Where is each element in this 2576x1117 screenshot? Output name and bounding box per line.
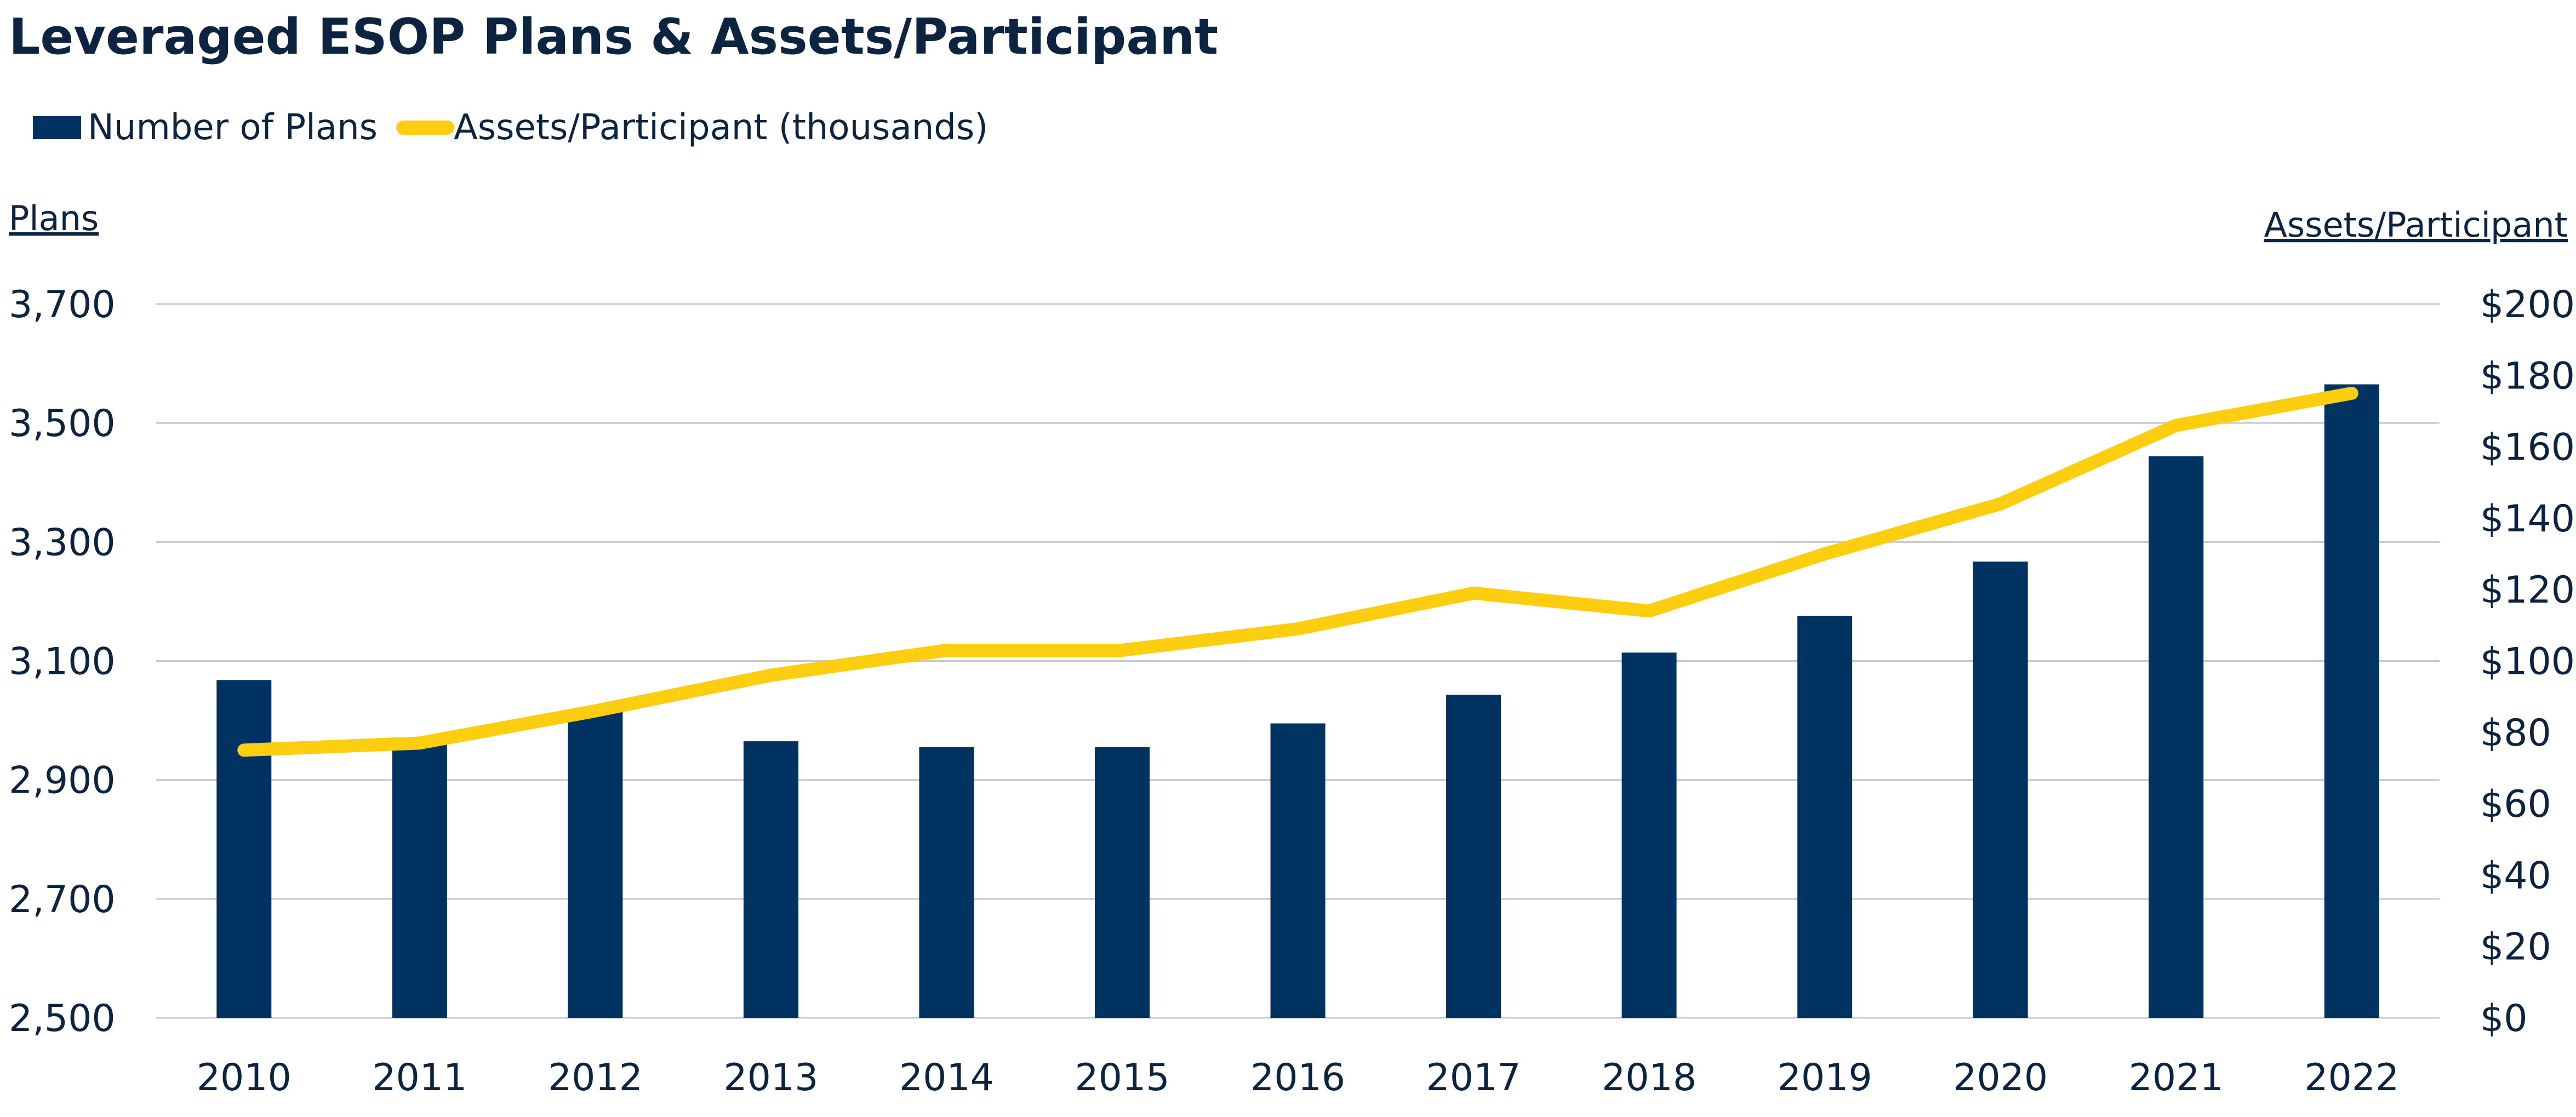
bar-2013 bbox=[743, 741, 798, 1018]
x-tick-label: 2022 bbox=[2304, 1056, 2399, 1099]
x-tick-label: 2015 bbox=[1075, 1056, 1169, 1099]
x-tick-label: 2016 bbox=[1250, 1056, 1345, 1099]
x-tick-label: 2018 bbox=[1602, 1056, 1697, 1099]
right-tick-label: $160 bbox=[2480, 426, 2575, 469]
line-point-2011 bbox=[419, 742, 420, 744]
x-tick-label: 2010 bbox=[197, 1056, 292, 1099]
legend-label-assets: Assets/Participant (thousands) bbox=[454, 107, 988, 148]
line-point-2014 bbox=[946, 649, 947, 651]
line-point-2016 bbox=[1297, 628, 1299, 629]
right-tick-label: $80 bbox=[2480, 712, 2551, 755]
line-point-2010 bbox=[243, 749, 245, 751]
legend-swatch-plans bbox=[33, 116, 81, 139]
right-tick-label: $60 bbox=[2480, 783, 2551, 826]
bar-2018 bbox=[1621, 652, 1677, 1018]
right-tick-label: $180 bbox=[2480, 354, 2575, 398]
line-point-2017 bbox=[1473, 592, 1475, 594]
left-axis-title: Plans bbox=[9, 198, 99, 238]
bar-2010 bbox=[216, 680, 272, 1018]
x-tick-label: 2012 bbox=[548, 1056, 643, 1099]
right-axis-title: Assets/Participant bbox=[2264, 205, 2568, 245]
left-tick-label: 3,700 bbox=[9, 283, 116, 326]
x-tick-label: 2013 bbox=[723, 1056, 818, 1099]
bar-2012 bbox=[568, 709, 623, 1018]
line-point-2015 bbox=[1121, 649, 1123, 651]
legend-label-plans: Number of Plans bbox=[88, 107, 378, 148]
x-tick-label: 2011 bbox=[372, 1056, 467, 1099]
left-tick-label: 3,100 bbox=[9, 640, 116, 684]
bar-series-plans bbox=[216, 384, 2379, 1018]
bar-2022 bbox=[2324, 384, 2379, 1018]
right-tick-label: $200 bbox=[2480, 283, 2575, 326]
left-axis-ticks: 2,500 2,700 2,900 3,100 3,300 3,500 3,700 bbox=[9, 283, 116, 1040]
legend: Number of Plans Assets/Participant (thou… bbox=[33, 107, 988, 148]
line-point-2021 bbox=[2175, 425, 2177, 426]
right-tick-label: $140 bbox=[2480, 497, 2575, 541]
x-tick-label: 2021 bbox=[2129, 1056, 2224, 1099]
line-point-2013 bbox=[770, 674, 772, 676]
bar-2015 bbox=[1094, 747, 1150, 1018]
x-tick-label: 2017 bbox=[1426, 1056, 1521, 1099]
assets-line bbox=[237, 386, 2358, 757]
line-point-2019 bbox=[1824, 553, 1826, 555]
right-tick-label: $0 bbox=[2480, 997, 2528, 1040]
right-tick-label: $40 bbox=[2480, 854, 2551, 897]
left-tick-label: 3,500 bbox=[9, 402, 116, 445]
line-point-2018 bbox=[1648, 610, 1650, 612]
line-point-2012 bbox=[595, 710, 596, 712]
chart-title: Leveraged ESOP Plans & Assets/Participan… bbox=[9, 8, 1218, 66]
bar-2019 bbox=[1797, 615, 1853, 1018]
left-tick-label: 2,900 bbox=[9, 759, 116, 803]
right-tick-label: $20 bbox=[2480, 926, 2551, 969]
line-series-assets bbox=[237, 386, 2358, 757]
bar-2020 bbox=[1973, 562, 2028, 1018]
right-tick-label: $120 bbox=[2480, 569, 2575, 612]
right-tick-label: $100 bbox=[2480, 640, 2575, 684]
bar-2016 bbox=[1270, 723, 1326, 1018]
left-tick-label: 2,500 bbox=[9, 997, 116, 1040]
line-point-2022 bbox=[2351, 392, 2352, 394]
bar-2014 bbox=[919, 747, 974, 1018]
x-axis-ticks: 2010 2011 2012 2013 2014 2015 2016 2017 2018 2019… bbox=[197, 1056, 2400, 1099]
bar-2011 bbox=[392, 738, 447, 1018]
line-point-2020 bbox=[2000, 503, 2001, 505]
bar-2021 bbox=[2149, 456, 2204, 1018]
x-tick-label: 2014 bbox=[899, 1056, 994, 1099]
left-tick-label: 3,300 bbox=[9, 521, 116, 564]
x-tick-label: 2019 bbox=[1778, 1056, 1872, 1099]
bar-2017 bbox=[1446, 695, 1501, 1018]
right-axis-ticks: $0 $20 $40 $60 $80 $100 $120 $140 $160 $180 $200 bbox=[2480, 283, 2575, 1040]
left-tick-label: 2,700 bbox=[9, 878, 116, 921]
x-tick-label: 2020 bbox=[1953, 1056, 2048, 1099]
